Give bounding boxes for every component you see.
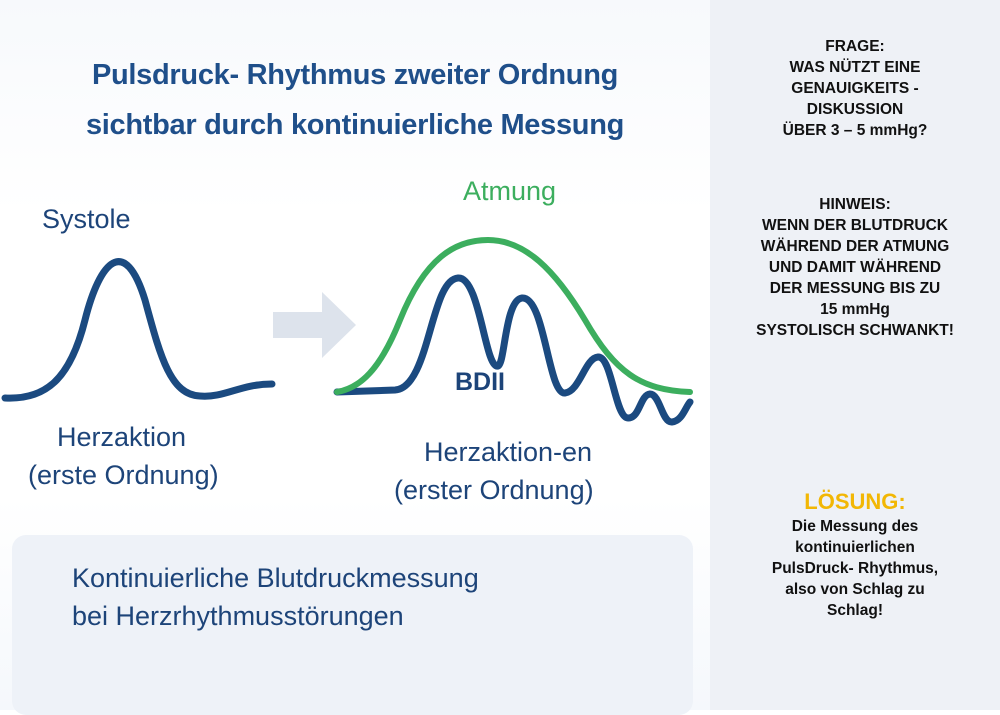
hint-line: WENN DER BLUTDRUCK xyxy=(762,217,948,234)
question-block: FRAGE: WAS NÜTZT EINE GENAUIGKEITS - DIS… xyxy=(710,36,1000,141)
breathing-label: Atmung xyxy=(463,176,557,206)
solution-line: also von Schlag zu xyxy=(785,581,925,598)
question-line: WAS NÜTZT EINE xyxy=(789,59,921,76)
bdii-label: BDII xyxy=(455,368,505,396)
solution-line: PulsDruck- Rhythmus, xyxy=(771,560,939,577)
question-line: ÜBER 3 – 5 mmHg? xyxy=(782,122,928,139)
pulse-train-curve xyxy=(333,274,694,426)
solution-line: Schlag! xyxy=(827,602,883,619)
first-order-plural-label: (erster Ordnung) xyxy=(394,475,594,505)
summary-box: Kontinuierliche Blutdruckmessung bei Her… xyxy=(12,535,693,715)
hint-line: WÄHREND DER ATMUNG xyxy=(760,238,950,255)
heart-actions-label: Herzaktion-en xyxy=(424,437,593,467)
summary-line-1: Kontinuierliche Blutdruckmessung xyxy=(72,563,479,593)
hint-line: SYSTOLISCH SCHWANKT! xyxy=(756,322,954,339)
breathing-curve xyxy=(334,236,693,395)
hint-line: DER MESSUNG BIS ZU xyxy=(769,280,941,297)
solution-block: LÖSUNG: Die Messung des kontinuierlichen… xyxy=(710,488,1000,621)
title-line-1: Pulsdruck- Rhythmus zweiter Ordnung xyxy=(91,59,619,91)
hint-block: HINWEIS: WENN DER BLUTDRUCK WÄHREND DER … xyxy=(710,194,1000,341)
solution-heading: LÖSUNG: xyxy=(804,489,906,514)
summary-line-2: bei Herzrhythmusstörungen xyxy=(72,601,404,631)
systole-label: Systole xyxy=(42,204,131,234)
first-order-label: (erste Ordnung) xyxy=(28,460,219,490)
solution-line: Die Messung des xyxy=(791,518,919,535)
question-line: GENAUIGKEITS - xyxy=(791,80,919,97)
heart-action-label: Herzaktion xyxy=(57,422,187,452)
hint-line: UND DAMIT WÄHREND xyxy=(768,259,942,276)
info-sidebar: FRAGE: WAS NÜTZT EINE GENAUIGKEITS - DIS… xyxy=(710,0,1000,710)
diagram-panel: Pulsdruck- Rhythmus zweiter Ordnung sich… xyxy=(0,0,710,715)
title-line-2: sichtbar durch kontinuierliche Messung xyxy=(85,109,625,141)
question-heading: FRAGE: xyxy=(825,38,885,55)
hint-line: 15 mmHg xyxy=(820,301,890,318)
solution-line: kontinuierlichen xyxy=(795,539,915,556)
arrow-icon xyxy=(273,292,356,358)
question-line: DISKUSSION xyxy=(806,101,904,118)
hint-heading: HINWEIS: xyxy=(819,196,891,213)
single-pulse-curve xyxy=(1,258,276,402)
waveform-diagram xyxy=(1,236,694,426)
